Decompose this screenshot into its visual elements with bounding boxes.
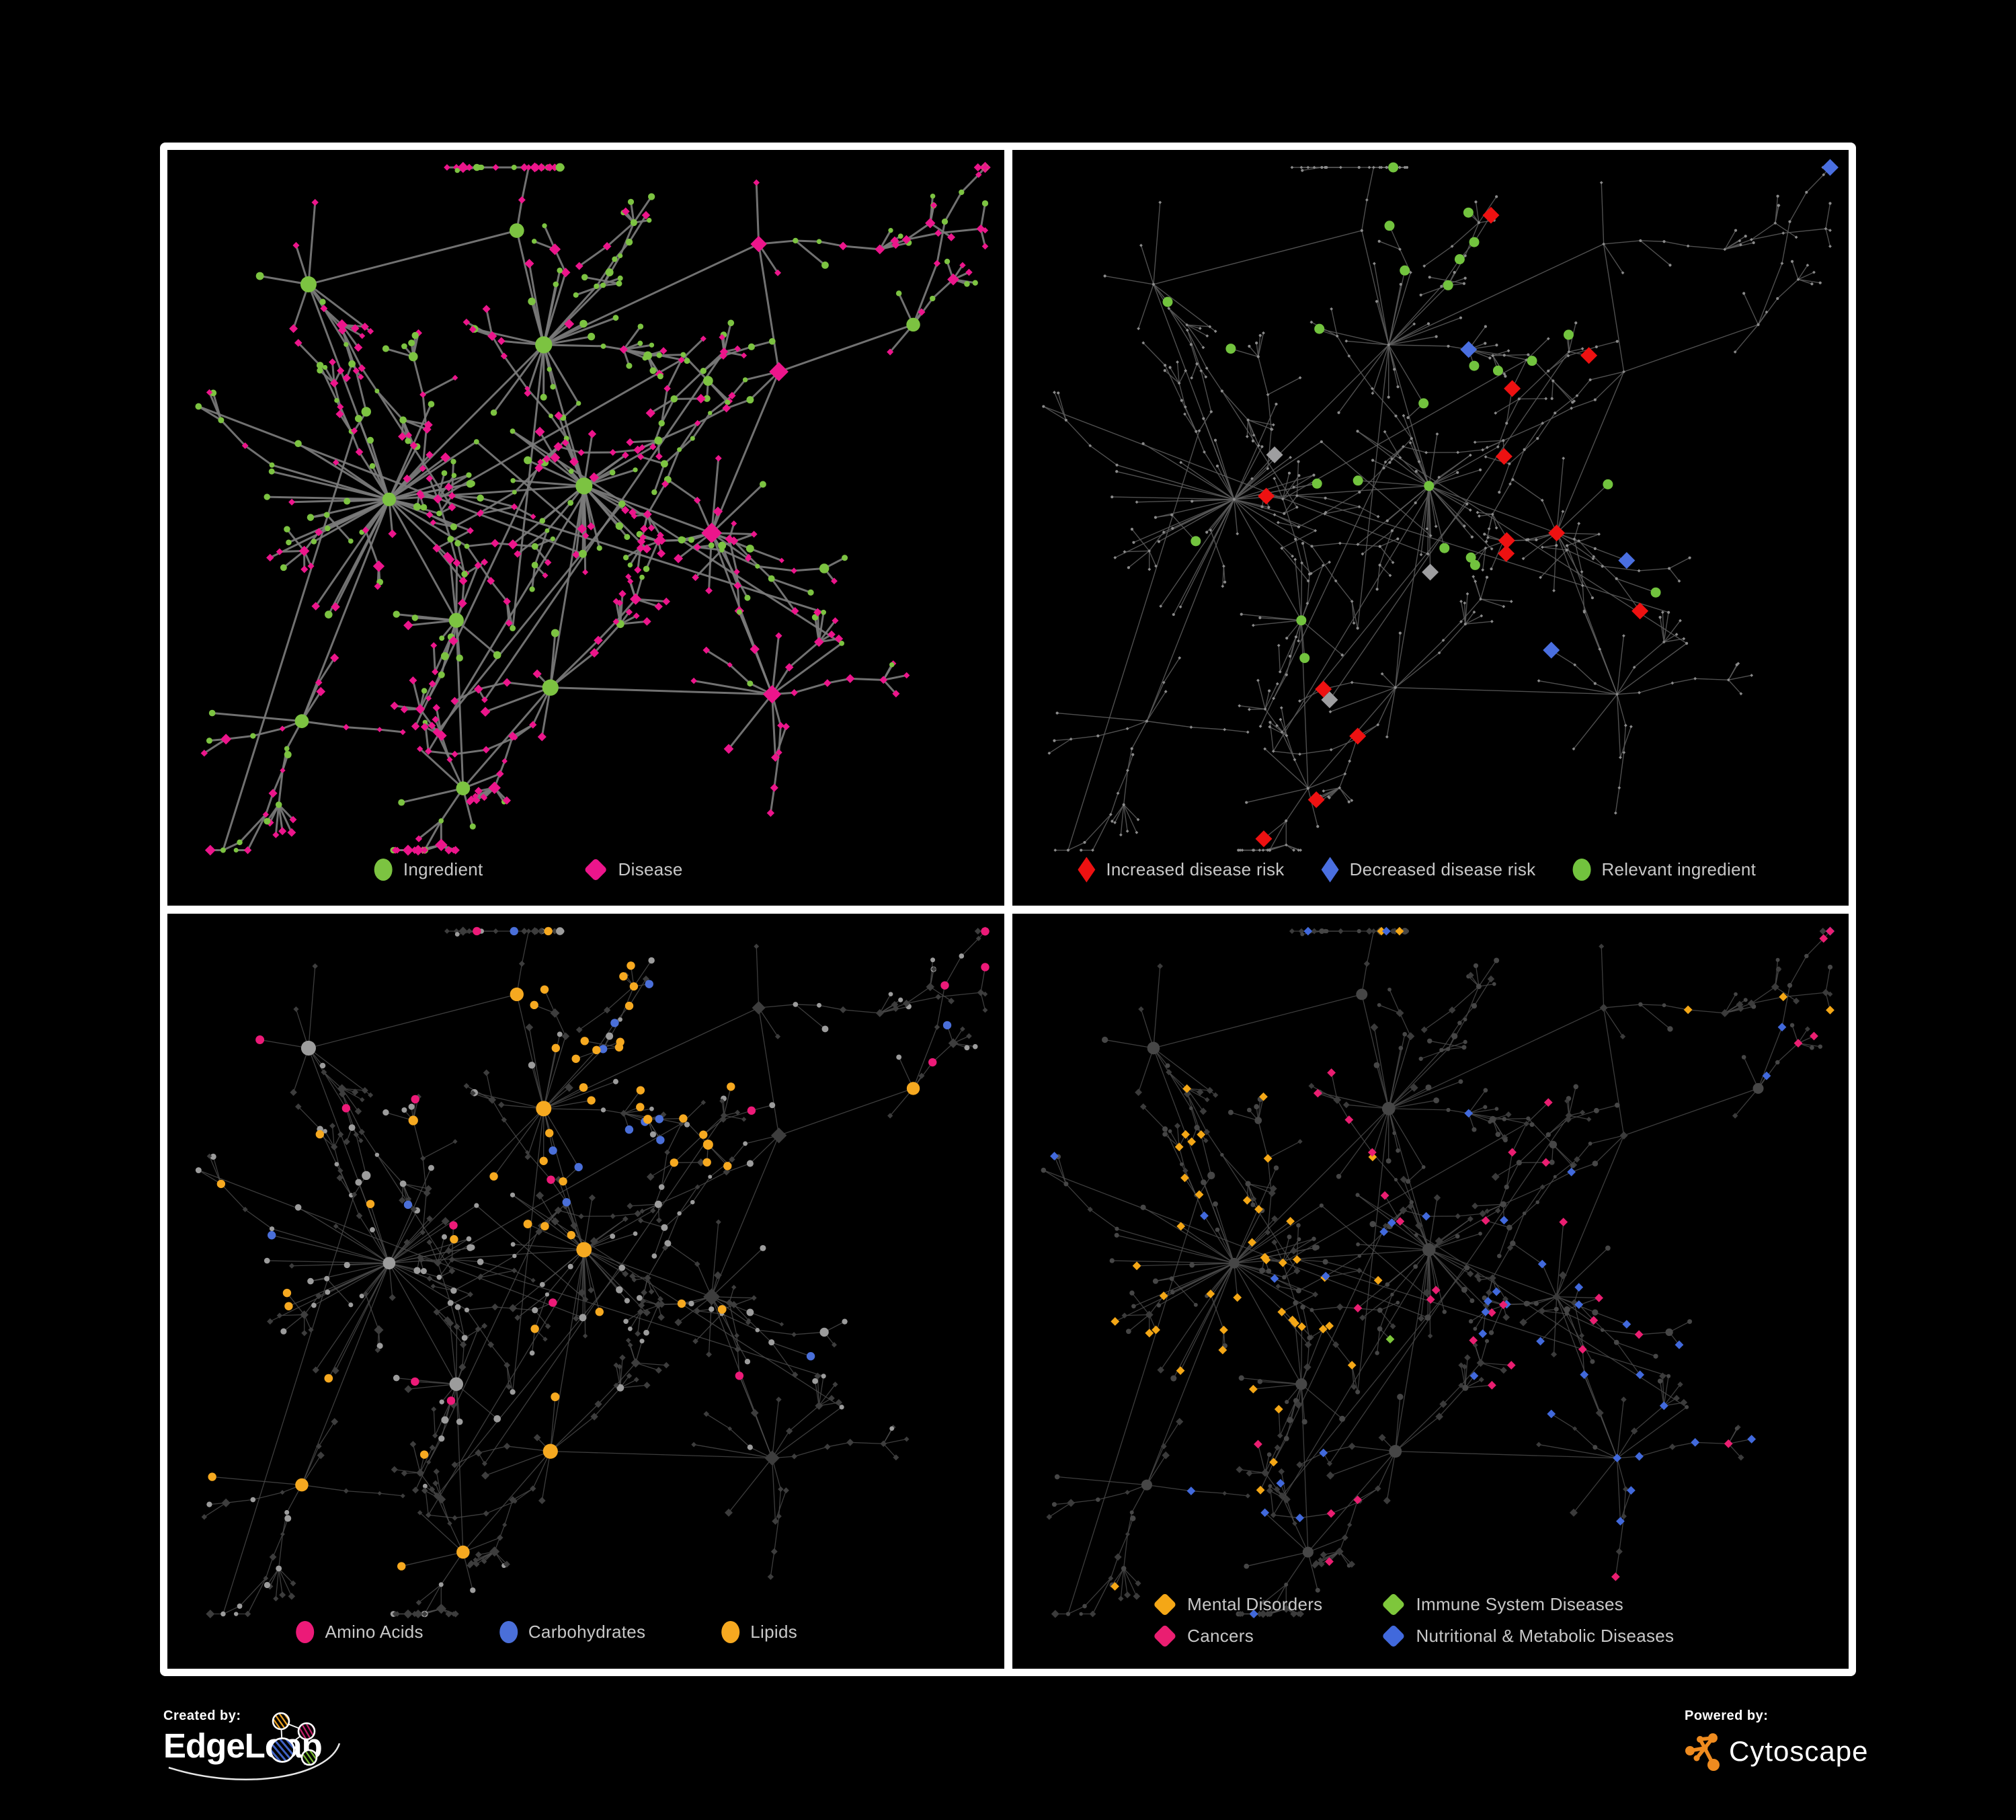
legend-item: Nutritional & Metabolic Diseases	[1381, 1623, 1674, 1649]
network-graph-disease-categories	[1041, 926, 1834, 1618]
edgeleap-logo-icon	[168, 1712, 341, 1781]
increased-risk-marker	[1078, 857, 1096, 883]
legend-label: Disease	[618, 859, 683, 879]
legend-label: Decreased disease risk	[1349, 859, 1536, 879]
legend-label: Immune System Diseases	[1416, 1593, 1624, 1614]
legend-label: Relevant ingredient	[1601, 859, 1757, 879]
powered-by-label: Powered by:	[1685, 1708, 1769, 1723]
legend-item: Lipids	[721, 1619, 797, 1645]
cytoscape-wordmark: Cytoscape	[1729, 1735, 1869, 1767]
legend-label: Lipids	[750, 1621, 798, 1642]
legend-item: Mental Disorders	[1152, 1591, 1323, 1617]
legend-label: Carbohydrates	[528, 1621, 646, 1642]
powered-by-block: Powered by: Cytoscape	[1685, 1708, 1868, 1773]
legend-item: Amino Acids	[296, 1619, 424, 1645]
panel-ingredient-disease: Ingredient Disease	[167, 150, 1004, 906]
decreased-risk-marker	[1321, 857, 1339, 883]
cytoscape-logo-icon	[1685, 1733, 1720, 1771]
panel-grid: Ingredient Disease Increased disease ris…	[160, 143, 1856, 1676]
network-graph-ingredient-disease	[195, 161, 991, 856]
network-graph-macronutrients	[195, 926, 990, 1618]
legend-item: Carbohydrates	[499, 1619, 645, 1645]
carbohydrates-marker	[499, 1620, 518, 1643]
edgeleap-wordmark: EdgeLeap	[163, 1727, 323, 1765]
legend-label: Cancers	[1187, 1625, 1254, 1646]
ingredient-marker	[374, 859, 393, 881]
cancers-marker	[1152, 1624, 1177, 1648]
created-by-label: Created by:	[163, 1708, 241, 1723]
legend-ingredient-disease: Ingredient Disease	[374, 857, 683, 883]
legend-item: Disease	[583, 857, 683, 883]
relevant-ingredient-marker	[1572, 859, 1591, 881]
legend-item: Relevant ingredient	[1572, 857, 1756, 883]
legend-item: Ingredient	[374, 857, 483, 883]
legend-label: Nutritional & Metabolic Diseases	[1416, 1625, 1675, 1646]
panel-disease-risk: Increased disease risk Decreased disease…	[1012, 150, 1849, 906]
lipids-marker	[721, 1620, 740, 1643]
legend-macronutrients: Amino Acids Carbohydrates Lipids	[296, 1619, 797, 1645]
mental-disorders-marker	[1152, 1592, 1177, 1616]
nutritional-metabolic-marker	[1381, 1624, 1406, 1648]
legend-disease-risk: Increased disease risk Decreased disease…	[1078, 857, 1756, 883]
legend-disease-categories: Mental Disorders Immune System Diseases …	[1152, 1591, 1674, 1649]
legend-item: Increased disease risk	[1078, 857, 1284, 883]
legend-item: Cancers	[1152, 1623, 1322, 1649]
legend-item: Decreased disease risk	[1321, 857, 1536, 883]
legend-item: Immune System Diseases	[1381, 1591, 1674, 1617]
amino-acids-marker	[296, 1620, 315, 1643]
network-graph-disease-risk	[1041, 159, 1839, 852]
panel-disease-categories: Mental Disorders Immune System Diseases …	[1012, 913, 1849, 1669]
immune-diseases-marker	[1381, 1592, 1406, 1616]
legend-label: Amino Acids	[325, 1621, 424, 1642]
disease-marker	[583, 857, 608, 882]
panel-macronutrients: Amino Acids Carbohydrates Lipids	[167, 913, 1004, 1669]
legend-label: Mental Disorders	[1187, 1593, 1323, 1614]
created-by-block: Created by: EdgeLeap	[163, 1708, 365, 1816]
legend-label: Increased disease risk	[1106, 859, 1285, 879]
legend-label: Ingredient	[403, 859, 483, 879]
